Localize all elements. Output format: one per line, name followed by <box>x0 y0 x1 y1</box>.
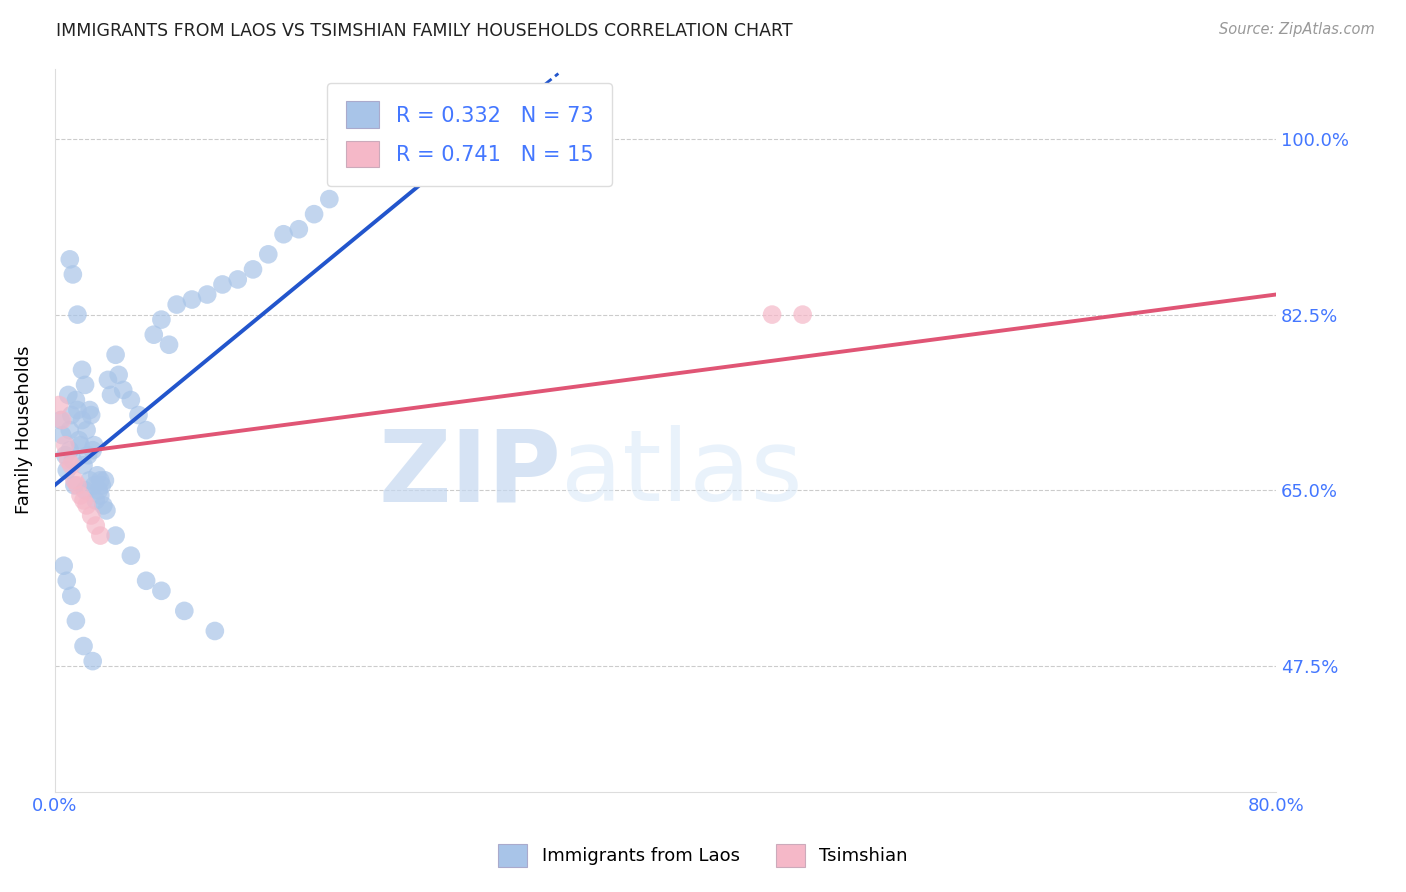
Point <box>75 378 97 392</box>
Point <box>792 308 814 322</box>
Text: Source: ZipAtlas.com: Source: ZipAtlas.com <box>1219 22 1375 37</box>
Point <box>84 493 107 508</box>
Point <box>58 453 80 467</box>
Point <box>83 438 105 452</box>
Point <box>51 413 73 427</box>
Point <box>86 468 108 483</box>
Point <box>62 268 84 282</box>
Point <box>80 508 103 523</box>
Point <box>60 458 83 473</box>
Point <box>59 423 82 437</box>
Point <box>60 408 83 422</box>
Point <box>53 448 76 462</box>
Point <box>93 499 115 513</box>
Point <box>83 478 105 492</box>
Point <box>53 438 76 452</box>
Point <box>65 392 87 407</box>
Point <box>70 363 93 377</box>
Point <box>273 227 295 242</box>
Point <box>150 583 173 598</box>
Text: ZIP: ZIP <box>378 425 561 522</box>
Text: IMMIGRANTS FROM LAOS VS TSIMSHIAN FAMILY HOUSEHOLDS CORRELATION CHART: IMMIGRANTS FROM LAOS VS TSIMSHIAN FAMILY… <box>56 22 793 40</box>
Point <box>204 624 226 638</box>
Point <box>97 373 120 387</box>
Point <box>135 423 157 437</box>
Point <box>66 403 89 417</box>
Point <box>302 207 325 221</box>
Point <box>96 503 118 517</box>
Legend: R = 0.332   N = 73, R = 0.741   N = 15: R = 0.332 N = 73, R = 0.741 N = 15 <box>328 83 613 186</box>
Point <box>157 337 180 351</box>
Point <box>166 297 188 311</box>
Point <box>120 549 142 563</box>
Point <box>66 478 89 492</box>
Point <box>112 383 135 397</box>
Point <box>66 308 89 322</box>
Point <box>62 453 84 467</box>
Point <box>104 528 127 542</box>
Point <box>173 604 195 618</box>
Point <box>48 398 70 412</box>
Point <box>72 458 94 473</box>
Point <box>135 574 157 588</box>
Point <box>79 403 101 417</box>
Point <box>181 293 204 307</box>
Point <box>79 473 101 487</box>
Point <box>211 277 233 292</box>
Point <box>72 493 94 508</box>
Point <box>72 639 94 653</box>
Point <box>87 483 110 498</box>
Point <box>59 443 82 458</box>
Point <box>77 448 100 462</box>
Point <box>318 192 340 206</box>
Point <box>82 654 104 668</box>
Point <box>257 247 280 261</box>
Point <box>82 443 104 458</box>
Point <box>195 287 218 301</box>
Point <box>80 408 103 422</box>
Point <box>104 348 127 362</box>
Point <box>76 423 98 437</box>
Point <box>90 478 112 492</box>
Point <box>76 499 98 513</box>
Point <box>761 308 783 322</box>
Y-axis label: Family Households: Family Households <box>15 346 32 515</box>
Point <box>142 327 165 342</box>
Point <box>128 408 150 422</box>
Point <box>55 463 77 477</box>
Point <box>69 438 91 452</box>
Point <box>89 528 111 542</box>
Point <box>100 388 122 402</box>
Point <box>107 368 129 382</box>
Point <box>52 558 75 573</box>
Point <box>75 483 97 498</box>
Point <box>67 433 90 447</box>
Text: atlas: atlas <box>561 425 803 522</box>
Point <box>49 413 72 427</box>
Point <box>89 488 111 502</box>
Point <box>70 413 93 427</box>
Point <box>94 473 117 487</box>
Point <box>65 614 87 628</box>
Point <box>89 473 111 487</box>
Point <box>242 262 264 277</box>
Point <box>55 574 77 588</box>
Point <box>58 388 80 402</box>
Point <box>59 252 82 267</box>
Point <box>226 272 249 286</box>
Point <box>288 222 311 236</box>
Point <box>69 488 91 502</box>
Point <box>63 473 86 487</box>
Legend: Immigrants from Laos, Tsimshian: Immigrants from Laos, Tsimshian <box>491 837 915 874</box>
Point <box>84 518 107 533</box>
Point <box>51 428 73 442</box>
Point <box>60 589 83 603</box>
Point <box>63 478 86 492</box>
Point <box>120 392 142 407</box>
Point <box>150 312 173 326</box>
